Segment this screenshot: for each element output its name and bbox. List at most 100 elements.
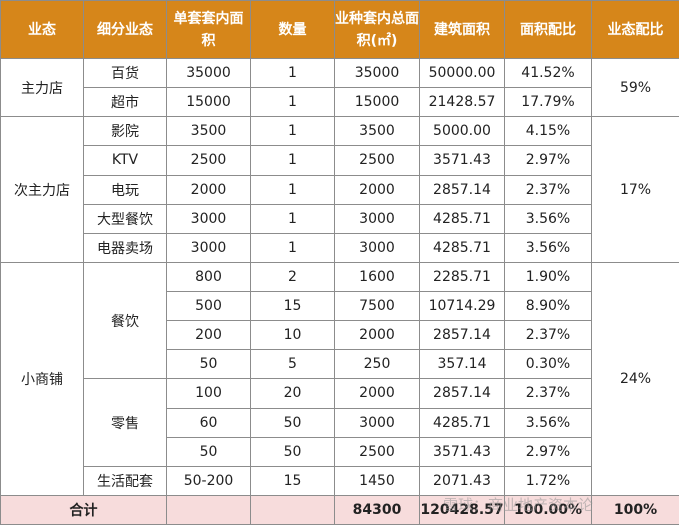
table-row: 主力店 百货 35000 1 35000 50000.00 41.52% 59% xyxy=(0,57,679,118)
table-row: 次主力店 影院 3500 1 3500 5000.00 4.15% 17% xyxy=(0,116,679,263)
building-area-cell: 357.14 xyxy=(419,349,505,380)
quantity-cell: 15 xyxy=(250,465,335,496)
unit-area-cell: 3500 xyxy=(166,116,251,147)
format-ratio-cell: 24% xyxy=(591,261,679,496)
header-row: 业态 细分业态 单套套内面积 数量 业种套内总面积(㎡) 建筑面积 面积配比 业… xyxy=(0,0,679,59)
unit-area-cell: 15000 xyxy=(166,87,251,118)
building-area-cell: 3571.43 xyxy=(419,145,505,176)
header-quantity: 数量 xyxy=(250,0,335,59)
unit-area-cell: 50 xyxy=(166,349,251,380)
total-area-cell: 1600 xyxy=(334,261,420,293)
quantity-cell: 1 xyxy=(250,87,335,118)
total-building-sum: 120428.57 xyxy=(419,494,505,525)
quantity-cell: 50 xyxy=(250,407,335,438)
area-ratio-cell: 17.79% xyxy=(504,87,592,118)
format-ratio-cell: 59% xyxy=(591,57,679,118)
unit-area-cell: 50-200 xyxy=(166,465,251,496)
quantity-cell: 5 xyxy=(250,349,335,380)
building-area-cell: 50000.00 xyxy=(419,57,505,89)
building-area-cell: 2857.14 xyxy=(419,174,505,205)
quantity-cell: 20 xyxy=(250,378,335,409)
total-empty-cell xyxy=(166,494,251,525)
quantity-cell: 1 xyxy=(250,232,335,263)
table-row: 超市 15000 1 15000 21428.57 17.79% xyxy=(1,87,679,118)
area-ratio-cell: 8.90% xyxy=(504,290,592,322)
subgroup-label: 餐饮 xyxy=(83,261,167,380)
group-label: 次主力店 xyxy=(0,116,84,263)
header-area-ratio: 面积配比 xyxy=(504,0,592,59)
table-row: 200 10 2000 2857.14 2.37% xyxy=(1,320,679,351)
table-row: 零售 100 20 2000 2857.14 2.37% xyxy=(1,378,679,467)
table-row: 60 50 3000 4285.71 3.56% xyxy=(1,407,679,438)
building-area-cell: 2285.71 xyxy=(419,261,505,293)
unit-area-cell: 500 xyxy=(166,290,251,322)
area-ratio-cell: 1.72% xyxy=(504,465,592,496)
unit-area-cell: 3000 xyxy=(166,232,251,263)
group-label: 小商铺 xyxy=(0,261,84,496)
quantity-cell: 10 xyxy=(250,320,335,351)
total-area-ratio: 100.00% xyxy=(504,494,592,525)
total-area-cell: 3500 xyxy=(334,116,420,147)
total-area-cell: 2500 xyxy=(334,436,420,467)
total-area-cell: 2500 xyxy=(334,145,420,176)
area-ratio-cell: 2.97% xyxy=(504,145,592,176)
header-format: 业态 xyxy=(0,0,84,59)
subgroup-label: 百货 xyxy=(83,57,167,89)
total-format-ratio: 100% xyxy=(591,494,679,525)
quantity-cell: 15 xyxy=(250,290,335,322)
unit-area-cell: 100 xyxy=(166,378,251,409)
subgroup-label: 零售 xyxy=(83,378,167,467)
total-area-cell: 3000 xyxy=(334,203,420,234)
quantity-cell: 1 xyxy=(250,57,335,89)
quantity-cell: 1 xyxy=(250,116,335,147)
building-area-cell: 4285.71 xyxy=(419,232,505,263)
quantity-cell: 1 xyxy=(250,203,335,234)
building-area-cell: 3571.43 xyxy=(419,436,505,467)
building-area-cell: 2071.43 xyxy=(419,465,505,496)
table-row: 小商铺 餐饮 800 2 1600 2285.71 1.90% 24% xyxy=(0,261,679,496)
total-empty-cell xyxy=(250,494,335,525)
total-row: 合计 84300 120428.57 100.00% 100% xyxy=(0,494,679,525)
total-area-cell: 250 xyxy=(334,349,420,380)
area-ratio-cell: 2.37% xyxy=(504,174,592,205)
area-ratio-cell: 2.97% xyxy=(504,436,592,467)
total-area-cell: 35000 xyxy=(334,57,420,89)
unit-area-cell: 35000 xyxy=(166,57,251,89)
quantity-cell: 2 xyxy=(250,261,335,293)
unit-area-cell: 60 xyxy=(166,407,251,438)
total-area-cell: 15000 xyxy=(334,87,420,118)
subgroup-label: 生活配套 xyxy=(83,465,167,496)
building-area-cell: 2857.14 xyxy=(419,320,505,351)
total-area-cell: 2000 xyxy=(334,174,420,205)
format-ratio-cell: 17% xyxy=(591,116,679,263)
area-ratio-cell: 0.30% xyxy=(504,349,592,380)
unit-area-cell: 50 xyxy=(166,436,251,467)
table-row: 大型餐饮 3000 1 3000 4285.71 3.56% xyxy=(1,203,679,234)
area-ratio-cell: 2.37% xyxy=(504,320,592,351)
total-area-cell: 1450 xyxy=(334,465,420,496)
unit-area-cell: 800 xyxy=(166,261,251,293)
quantity-cell: 1 xyxy=(250,174,335,205)
area-ratio-cell: 41.52% xyxy=(504,57,592,89)
subgroup-label: 电玩 xyxy=(83,174,167,205)
total-area-sum: 84300 xyxy=(334,494,420,525)
area-ratio-cell: 3.56% xyxy=(504,203,592,234)
header-sub-format: 细分业态 xyxy=(83,0,167,59)
area-ratio-cell: 3.56% xyxy=(504,232,592,263)
header-format-ratio: 业态配比 xyxy=(591,0,679,59)
total-area-cell: 7500 xyxy=(334,290,420,322)
table-row: 电玩 2000 1 2000 2857.14 2.37% xyxy=(1,174,679,205)
total-area-cell: 3000 xyxy=(334,232,420,263)
building-area-cell: 4285.71 xyxy=(419,203,505,234)
subgroup-label: 超市 xyxy=(83,87,167,118)
quantity-cell: 50 xyxy=(250,436,335,467)
unit-area-cell: 2000 xyxy=(166,174,251,205)
building-area-cell: 4285.71 xyxy=(419,407,505,438)
building-area-cell: 10714.29 xyxy=(419,290,505,322)
subgroup-label: 影院 xyxy=(83,116,167,147)
subgroup-label: KTV xyxy=(83,145,167,176)
subgroup-label: 大型餐饮 xyxy=(83,203,167,234)
table-row: 电器卖场 3000 1 3000 4285.71 3.56% xyxy=(1,232,679,263)
header-total-area: 业种套内总面积(㎡) xyxy=(334,0,420,59)
